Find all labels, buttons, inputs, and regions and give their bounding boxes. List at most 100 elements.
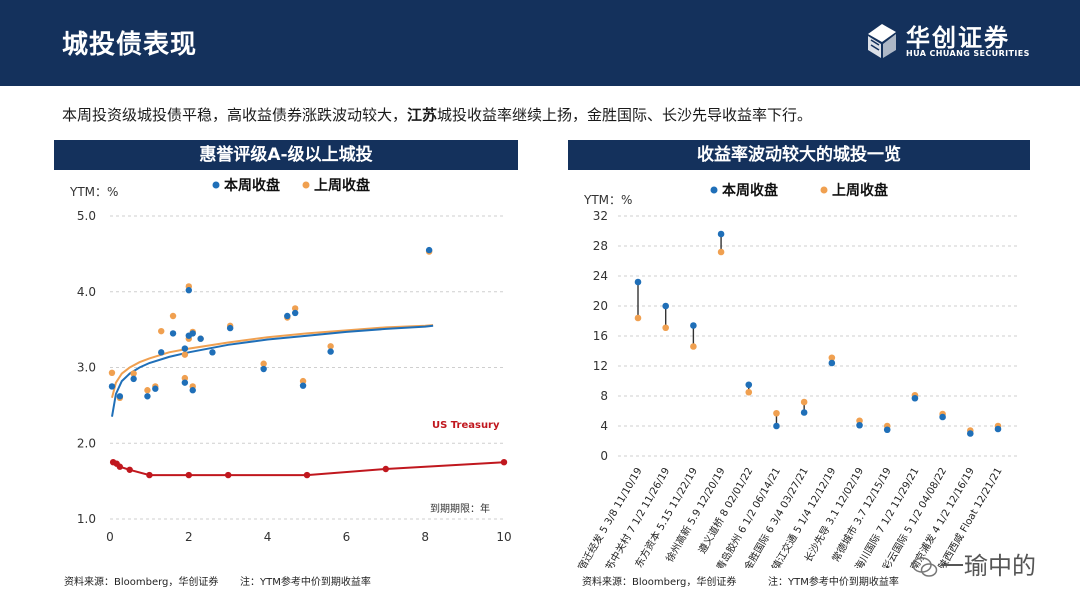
treasury-point — [146, 471, 153, 479]
current-point — [185, 287, 192, 294]
current-point — [717, 230, 725, 238]
previous-point — [169, 312, 177, 320]
previous-point — [291, 305, 299, 312]
right-ytick-label: 16 — [593, 329, 608, 343]
right-ylabel: YTM：% — [583, 193, 632, 207]
page-title: 城投债表现 — [62, 30, 198, 60]
right-chart-title: 收益率波动较大的城投一览 — [568, 140, 1030, 170]
left-ytick-label: 3.0 — [77, 361, 96, 375]
right-legend-current-marker — [710, 186, 718, 194]
previous-point — [327, 343, 334, 350]
logo-cube-icon — [868, 24, 896, 58]
left-xtick-label: 6 — [343, 530, 351, 544]
current-point — [144, 393, 151, 400]
right-legend-previous-marker — [820, 186, 828, 194]
left-xtick-label: 2 — [185, 530, 193, 544]
summary-part1: 本周投资级城投债平稳，高收益债券涨跌波动较大， — [62, 106, 408, 124]
left-xtick-label: 8 — [421, 530, 429, 544]
left-footnote-note: 注：YTM参考中价到期收益率 — [240, 577, 371, 588]
treasury-point — [382, 465, 389, 473]
previous-point — [260, 360, 267, 367]
current-point — [856, 421, 863, 429]
current-point — [116, 393, 124, 400]
previous-point — [717, 248, 725, 256]
current-point — [967, 430, 974, 437]
current-point — [327, 348, 334, 355]
previous-point — [828, 354, 836, 362]
right-ytick-label: 0 — [600, 449, 608, 463]
legend-current-marker — [212, 181, 220, 189]
current-point — [189, 387, 196, 394]
summary-text: 本周投资级城投债平稳，高收益债券涨跌波动较大，江苏城投收益率继续上扬，金胜国际、… — [62, 104, 812, 125]
previous-point — [800, 398, 808, 406]
header-bar: 城投债表现 华创证券 HUA CHUANG SECURITIES — [0, 0, 1080, 86]
right-ytick-label: 28 — [593, 239, 608, 253]
left-xtick-label: 4 — [264, 530, 272, 544]
treasury-point — [225, 471, 232, 479]
current-point — [883, 426, 891, 434]
summary-bold: 江苏 — [407, 106, 438, 124]
left-xtick-label: 0 — [106, 530, 114, 544]
current-point — [209, 349, 216, 356]
left-ytick-label: 5.0 — [77, 209, 96, 223]
legend-previous-marker — [302, 181, 310, 189]
current-point — [299, 382, 307, 389]
treasury-point — [303, 471, 311, 479]
right-ytick-label: 32 — [593, 209, 608, 223]
previous-point — [773, 409, 780, 417]
left-ytick-label: 4.0 — [77, 285, 96, 299]
current-point — [226, 324, 234, 332]
current-point — [260, 365, 267, 373]
left-xtick-label: 10 — [496, 530, 511, 544]
previous-point — [158, 327, 165, 335]
right-ytick-label: 4 — [600, 419, 608, 433]
right-ytick-label: 24 — [593, 269, 608, 283]
current-point — [773, 422, 780, 430]
previous-point — [299, 377, 307, 385]
current-point — [291, 309, 299, 317]
right-chart-panel: YTM：% 本周收盘 上周收盘 0 4 8 12 16 20 24 28 32 宿迁经发 5 3/… — [568, 172, 1030, 581]
left-footnote-source: 资料来源：Bloomberg，华创证券 — [64, 577, 219, 588]
watermark-text: 一瑜中的 — [940, 552, 1036, 580]
right-ytick-label: 20 — [593, 299, 608, 313]
right-ytick-label: 8 — [600, 389, 608, 403]
previous-fit-line — [111, 324, 434, 399]
previous-point — [108, 369, 116, 377]
current-point — [189, 330, 196, 337]
previous-point — [662, 324, 669, 332]
current-point — [197, 335, 204, 342]
current-point — [284, 312, 291, 320]
current-point — [745, 381, 753, 389]
current-point — [130, 375, 137, 383]
left-chart-panel: YTM：% 本周收盘 上周收盘 US Treasury 到期期限：年 1.0 2.… — [54, 172, 518, 568]
current-point — [662, 302, 669, 310]
left-legend-previous: 上周收盘 — [314, 177, 370, 194]
current-point — [158, 349, 165, 356]
current-point — [800, 409, 808, 416]
previous-point — [634, 314, 642, 322]
logo-name-en: HUA CHUANG SECURITIES — [906, 49, 1030, 58]
treasury-point — [126, 466, 133, 473]
previous-point — [181, 374, 189, 382]
right-legend-previous: 上周收盘 — [832, 182, 888, 199]
treasury-point — [185, 471, 192, 479]
current-point — [690, 322, 697, 329]
logo-name-cn: 华创证券 — [906, 24, 1010, 52]
left-marks: 1.0 2.0 3.0 4.0 5.0 0 2 4 6 8 10 — [77, 209, 512, 544]
previous-point — [130, 370, 137, 377]
company-logo: 华创证券 HUA CHUANG SECURITIES — [864, 18, 1029, 66]
left-chart-svg: YTM：% 本周收盘 上周收盘 US Treasury 到期期限：年 1.0 2.… — [69, 177, 512, 544]
left-ytick-label: 1.0 — [77, 512, 96, 526]
current-fit-line — [111, 324, 434, 417]
wechat-icon — [912, 557, 938, 577]
treasury-point — [116, 463, 124, 470]
treasury-point — [500, 458, 508, 466]
previous-point — [745, 388, 753, 396]
current-point — [425, 246, 433, 254]
summary-part2: 城投收益率继续上扬，金胜国际、长沙先导收益率下行。 — [437, 106, 813, 124]
current-point — [169, 330, 177, 337]
current-point — [152, 385, 159, 392]
previous-point — [181, 351, 189, 358]
